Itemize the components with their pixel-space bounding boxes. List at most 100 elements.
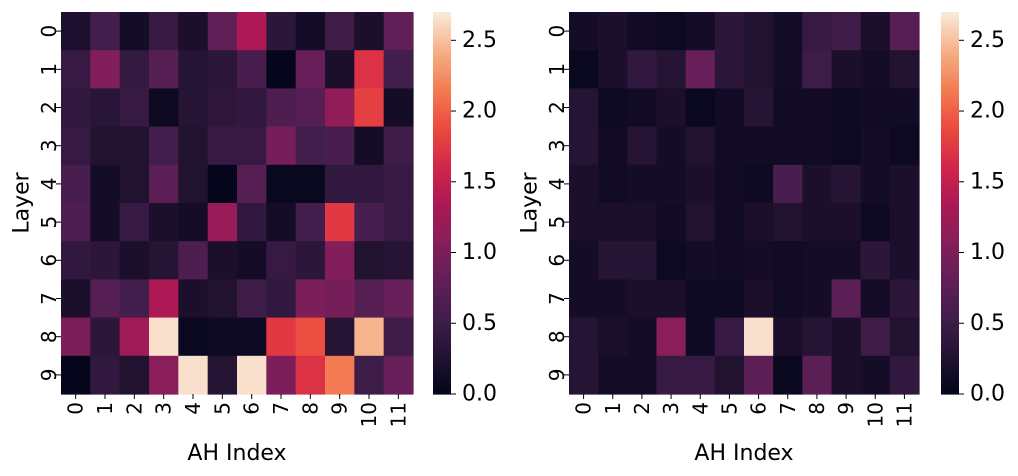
heatmap-cell — [61, 126, 91, 166]
colorbar-segment — [941, 327, 959, 331]
heatmap-cell — [889, 241, 920, 280]
colorbar-segment — [941, 266, 959, 271]
heatmap-cell — [598, 241, 628, 280]
x-axis-label: AH Index — [187, 441, 286, 466]
colorbar-segment — [941, 113, 959, 118]
heatmap-cell — [237, 50, 267, 89]
colorbar-segment — [433, 62, 451, 67]
heatmap-cell — [295, 317, 326, 357]
heatmap-cell — [714, 12, 745, 51]
colorbar-segment — [433, 152, 451, 156]
colorbar-segment — [433, 378, 451, 382]
heatmap-cell — [860, 241, 891, 280]
heatmap-cell — [354, 164, 385, 204]
colorbar-segment — [433, 199, 451, 204]
heatmap-cell — [354, 12, 385, 51]
colorbar-segment — [941, 18, 959, 23]
colorbar-segment — [941, 358, 959, 363]
heatmap-cell — [685, 203, 716, 242]
heatmap-cell — [149, 355, 179, 395]
colorbar-segment — [941, 330, 959, 335]
colorbar-segment — [433, 346, 451, 351]
colorbar-segment — [941, 285, 959, 290]
colorbar-segment — [941, 85, 959, 89]
colorbar-segment — [433, 368, 451, 373]
heatmap-cell — [598, 164, 628, 204]
colorbar-segment — [433, 282, 451, 287]
colorbar-segment — [433, 155, 451, 160]
colorbar-segment — [941, 241, 959, 245]
heatmap-cell — [773, 50, 803, 89]
heatmap-cell — [149, 241, 179, 280]
colorbar-segment — [941, 390, 959, 395]
colorbar-tick-label: 1.5 — [970, 169, 1005, 194]
heatmap-cell — [773, 241, 803, 280]
heatmap-cell — [831, 241, 862, 280]
x-tick-label: 10 — [357, 402, 381, 427]
heatmap-cell — [119, 50, 150, 89]
heatmap-cell — [237, 279, 267, 319]
colorbar-segment — [433, 91, 451, 96]
colorbar-segment — [941, 107, 959, 112]
heatmap-cell — [744, 88, 774, 128]
heatmap-cell — [860, 279, 891, 319]
colorbar-segment — [433, 266, 451, 271]
heatmap-cell — [802, 12, 833, 51]
x-tick-label: 5 — [717, 402, 741, 415]
colorbar-segment — [941, 82, 959, 86]
heatmap-cell — [656, 317, 687, 357]
colorbar-segment — [941, 167, 959, 172]
heatmap-cell — [656, 12, 687, 51]
colorbar-segment — [941, 72, 959, 77]
colorbar-segment — [941, 311, 959, 316]
heatmap-cell — [598, 317, 628, 357]
colorbar-segment — [433, 110, 451, 115]
colorbar-segment — [941, 193, 959, 198]
colorbar-segment — [941, 75, 959, 80]
colorbar-segment — [941, 320, 959, 325]
colorbar-segment — [941, 129, 959, 134]
colorbar-segment — [941, 314, 959, 319]
colorbar-segment — [433, 78, 451, 83]
colorbar-segment — [941, 183, 959, 188]
heatmap-cell — [569, 164, 599, 204]
heatmap-cell — [266, 241, 297, 280]
colorbar-segment — [433, 53, 451, 58]
colorbar-segment — [433, 365, 451, 370]
colorbar-segment — [941, 196, 959, 201]
heatmap-cell — [149, 88, 179, 128]
heatmap-cell — [237, 88, 267, 128]
colorbar-segment — [941, 53, 959, 58]
heatmap-cell — [90, 279, 121, 319]
heatmap-cell — [383, 164, 414, 204]
x-tick-label: 4 — [181, 402, 205, 415]
colorbar-segment — [433, 381, 451, 386]
heatmap-cell — [295, 50, 326, 89]
colorbar-segment — [433, 123, 451, 128]
colorbar-segment — [433, 167, 451, 172]
heatmap-cell — [598, 12, 628, 51]
heatmap-cell — [714, 279, 745, 319]
heatmap-cell — [354, 126, 385, 166]
colorbar-segment — [941, 47, 959, 51]
heatmap-cell — [266, 50, 297, 89]
heatmap-cell — [90, 164, 121, 204]
colorbar-segment — [433, 279, 451, 284]
colorbar-segment — [433, 85, 451, 89]
x-tick-label: 1 — [93, 402, 117, 415]
heatmap-cell — [90, 88, 121, 128]
heatmap-cell — [207, 317, 238, 357]
colorbar-segment — [433, 257, 451, 261]
colorbar-segment — [941, 378, 959, 382]
colorbar-segment — [433, 314, 451, 319]
y-tick-label: 5 — [545, 216, 569, 229]
colorbar-segment — [433, 148, 451, 153]
colorbar-segment — [941, 190, 959, 195]
colorbar-segment — [433, 330, 451, 335]
colorbar-segment — [433, 317, 451, 322]
colorbar-segment — [433, 174, 451, 179]
heatmap-cell — [860, 50, 891, 89]
heatmap-cell — [802, 50, 833, 89]
y-axis-label: Layer — [10, 171, 35, 233]
